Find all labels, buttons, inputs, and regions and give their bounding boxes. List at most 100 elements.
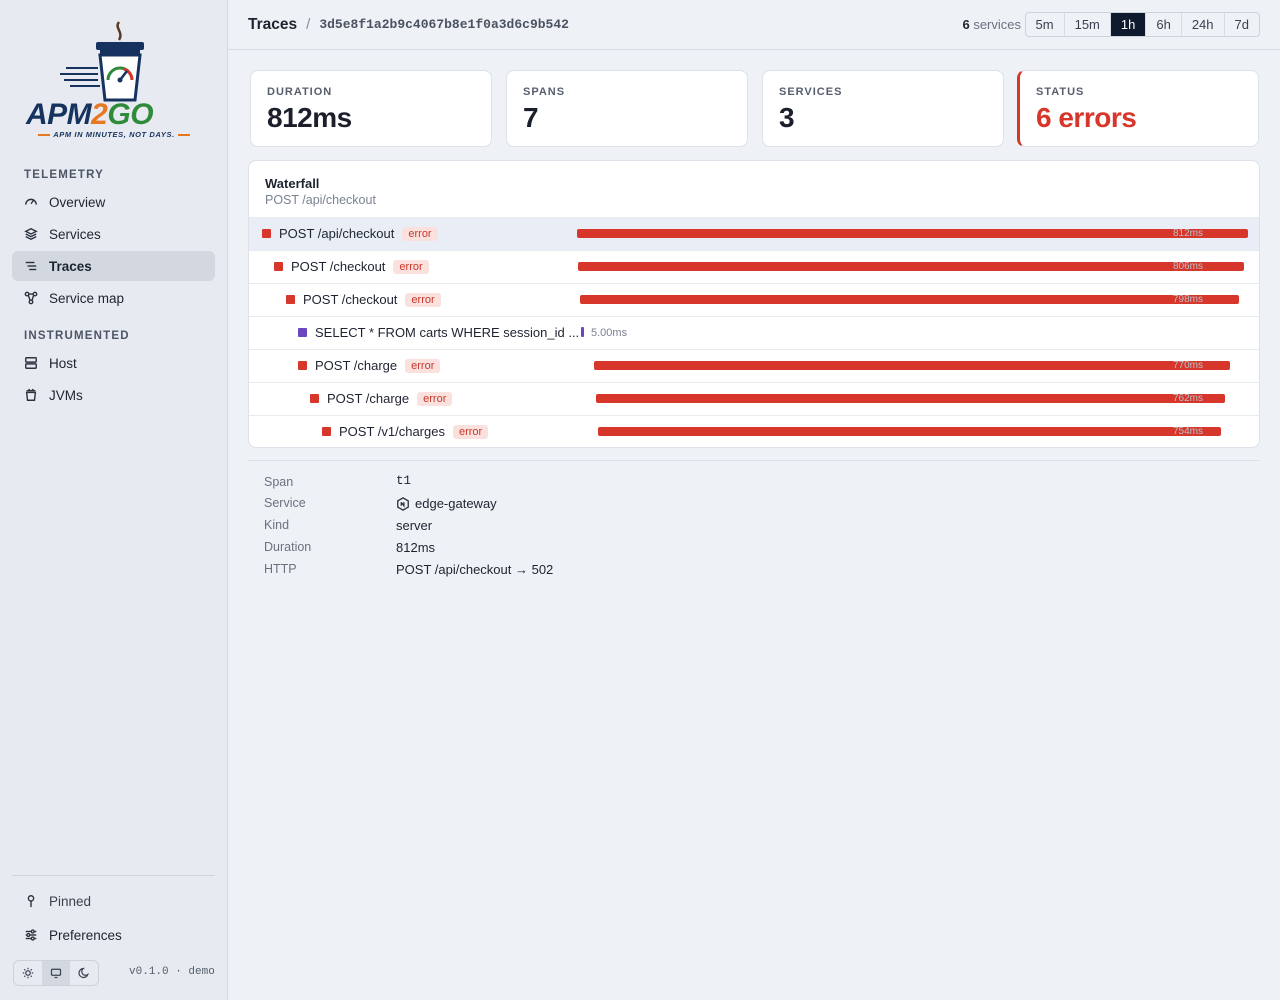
page-header: Traces / 3d5e8f1a2b9c4067b8e1f0a3d6c9b54…	[228, 0, 1280, 50]
span-bar	[596, 394, 1225, 403]
span-duration: 770ms	[1173, 360, 1204, 371]
brand-tagline: APM IN MINUTES, NOT DAYS.	[24, 130, 204, 139]
span-name: POST /charge error	[327, 391, 453, 406]
list-icon	[24, 259, 38, 273]
detail-value-span: t1	[396, 474, 412, 488]
sidebar-item-label: Host	[49, 355, 77, 371]
sun-icon	[22, 967, 34, 979]
monitor-icon	[50, 968, 62, 979]
span-duration: 798ms	[1173, 294, 1204, 305]
sidebar-item-jvms[interactable]: JVMs	[12, 380, 215, 410]
span-duration: 762ms	[1173, 393, 1204, 404]
range-5m[interactable]: 5m	[1035, 17, 1054, 32]
stat-status: STATUS 6 errors	[1017, 70, 1259, 147]
breadcrumb-separator: /	[306, 16, 311, 33]
span-row[interactable]: SELECT * FROM carts WHERE session_id ...…	[249, 316, 1259, 349]
error-status-square	[310, 394, 319, 403]
stat-label: DURATION	[267, 86, 333, 98]
range-7d[interactable]: 7d	[1223, 13, 1259, 36]
gauge-icon	[24, 195, 38, 209]
stat-label: SERVICES	[779, 86, 843, 98]
sidebar-item-label: JVMs	[49, 387, 83, 403]
detail-key-service: Service	[264, 496, 306, 510]
section-instrumented: INSTRUMENTED	[24, 330, 130, 342]
error-badge: error	[402, 226, 438, 241]
error-badge: error	[405, 358, 441, 373]
sidebar-divider	[12, 875, 215, 876]
span-row[interactable]: POST /v1/charges error 754ms	[249, 415, 1259, 447]
sidebar-item-service-map[interactable]: Service map	[12, 283, 215, 313]
waterfall-subtitle: POST /api/checkout	[265, 193, 376, 207]
coffee-icon	[24, 388, 38, 402]
stat-label: SPANS	[523, 86, 566, 98]
waterfall-panel: Waterfall POST /api/checkout POST /api/c…	[248, 160, 1260, 448]
span-duration: 806ms	[1173, 261, 1204, 272]
theme-toggle	[13, 960, 99, 986]
error-badge: error	[417, 391, 453, 406]
stat-value: 3	[779, 102, 795, 133]
service-name: edge-gateway	[415, 496, 497, 511]
range-24h[interactable]: 24h	[1180, 13, 1224, 36]
span-name: SELECT * FROM carts WHERE session_id ...	[315, 325, 579, 340]
moon-icon	[78, 967, 89, 979]
span-name-text: POST /charge	[327, 391, 410, 406]
detail-key-duration: Duration	[264, 540, 312, 554]
sidebar-item-host[interactable]: Host	[12, 348, 215, 378]
error-status-square	[274, 262, 283, 271]
sidebar-item-preferences[interactable]: Preferences	[12, 920, 215, 950]
span-name: POST /checkout error	[291, 259, 429, 274]
range-15m[interactable]: 15m	[1063, 13, 1110, 36]
stat-value: 812ms	[267, 102, 352, 133]
span-bar	[594, 361, 1230, 370]
layers-icon	[24, 227, 38, 241]
span-row[interactable]: POST /checkout error 798ms	[249, 283, 1259, 316]
services-count: 6 services	[962, 17, 1021, 32]
span-name-text: POST /checkout	[303, 292, 398, 307]
span-bar	[577, 229, 1248, 238]
coffee-cup-speedometer-icon	[60, 21, 144, 102]
detail-value-service[interactable]: edge-gateway	[396, 496, 497, 511]
span-name: POST /charge error	[315, 358, 441, 373]
detail-value-duration: 812ms	[396, 540, 436, 555]
sidebar-item-label: Preferences	[49, 927, 122, 943]
sidebar-item-label: Service map	[49, 290, 125, 306]
span-bar	[598, 427, 1221, 436]
time-range-selector: 5m 15m 1h 6h 24h 7d	[1024, 12, 1260, 37]
sidebar-item-services[interactable]: Services	[12, 219, 215, 249]
error-status-square	[262, 229, 271, 238]
error-badge: error	[452, 424, 489, 439]
span-row[interactable]: POST /charge error 770ms	[249, 349, 1259, 382]
span-row[interactable]: POST /charge error 762ms	[249, 382, 1259, 415]
span-bar	[580, 295, 1239, 304]
waterfall-title: Waterfall	[265, 176, 320, 191]
theme-dark-button[interactable]	[70, 961, 98, 985]
sidebar-item-pinned[interactable]: Pinned	[12, 886, 215, 916]
span-row[interactable]: POST /api/checkout error 812ms	[249, 217, 1259, 250]
span-bar	[581, 327, 584, 337]
theme-system-button[interactable]	[42, 961, 70, 985]
sidebar: APM2GO APM IN MINUTES, NOT DAYS. TELEMET…	[0, 0, 228, 1000]
span-row[interactable]: POST /checkout error 806ms	[249, 250, 1259, 283]
section-divider	[248, 460, 1260, 461]
brand-logo[interactable]: APM2GO APM IN MINUTES, NOT DAYS.	[24, 18, 204, 142]
range-6h[interactable]: 6h	[1145, 13, 1180, 36]
section-telemetry: TELEMETRY	[24, 169, 105, 181]
span-name: POST /v1/charges error	[339, 424, 489, 439]
graph-icon	[24, 291, 38, 305]
stat-services: SERVICES 3	[762, 70, 1004, 147]
breadcrumb-traces[interactable]: Traces	[248, 15, 298, 33]
range-1h[interactable]: 1h	[1109, 13, 1146, 36]
sidebar-item-overview[interactable]: Overview	[12, 187, 215, 217]
span-name-text: POST /checkout	[291, 259, 386, 274]
sidebar-item-label: Overview	[49, 194, 106, 210]
stat-label: STATUS	[1036, 86, 1085, 98]
detail-key-http: HTTP	[264, 562, 297, 576]
stat-spans: SPANS 7	[506, 70, 748, 147]
brand-wordmark: APM2GO	[26, 98, 154, 131]
db-status-square	[298, 328, 307, 337]
sidebar-item-traces[interactable]: Traces	[12, 251, 215, 281]
server-icon	[24, 356, 38, 370]
pin-icon	[24, 894, 38, 908]
theme-light-button[interactable]	[14, 961, 42, 985]
span-name-text: SELECT * FROM carts WHERE session_id ...	[315, 325, 580, 340]
